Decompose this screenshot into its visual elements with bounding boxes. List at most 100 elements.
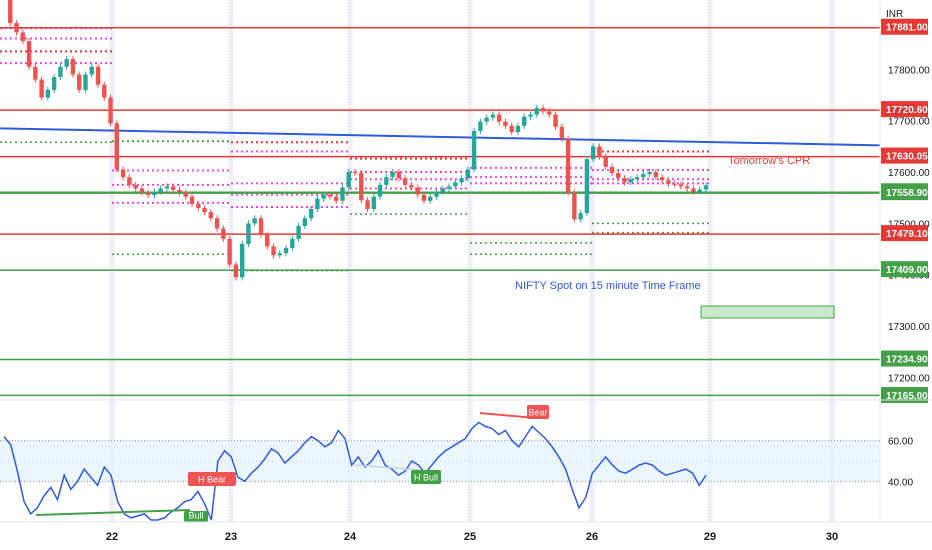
candle-body <box>672 183 677 185</box>
candle-body <box>127 177 132 185</box>
bull-divergence-line <box>35 509 191 516</box>
candle-body <box>239 243 245 278</box>
candle-body <box>540 107 546 112</box>
divergence-tag-label: H Bull <box>414 473 438 483</box>
level-price-tag <box>881 147 928 164</box>
time-tick-label: 24 <box>344 531 357 543</box>
candle-body <box>597 146 602 157</box>
divergence-tag-label: H Bear <box>198 475 226 485</box>
candle-body <box>647 172 652 175</box>
candle-body <box>459 178 464 183</box>
candle-body <box>308 209 314 219</box>
candle-body <box>603 156 608 167</box>
level-price-label: 17630.05 <box>886 152 928 163</box>
candle-body <box>691 188 696 192</box>
candle-body <box>33 66 38 80</box>
candle-body <box>565 138 571 193</box>
candle-body <box>559 126 565 139</box>
candle-body <box>659 177 665 181</box>
candle-body <box>102 84 107 98</box>
candle-body <box>628 179 633 183</box>
candle-body <box>265 234 270 247</box>
candle-body <box>64 59 69 67</box>
candle-body <box>227 238 232 265</box>
candle-body <box>703 185 709 190</box>
divergence-tag <box>527 405 549 419</box>
level-price-label: 17720.60 <box>886 105 928 116</box>
candle-body <box>108 97 113 124</box>
candle-body <box>428 196 433 201</box>
candle-body <box>14 23 19 33</box>
candle-body <box>346 172 351 188</box>
candle-body <box>189 196 195 204</box>
candle-body <box>409 184 414 188</box>
level-price-tag <box>881 225 928 242</box>
candle-body <box>578 213 583 220</box>
candle-body <box>145 192 151 196</box>
candle-body <box>634 177 640 180</box>
candle-body <box>133 184 138 189</box>
candle-body <box>666 180 671 184</box>
level-price-label: 17165.00 <box>886 391 928 402</box>
cpr-label: Tomorrow's CPR <box>728 155 810 167</box>
candle-body <box>246 223 251 244</box>
candle-body <box>365 200 370 210</box>
candle-body <box>515 125 521 132</box>
time-tick-label: 22 <box>106 531 118 543</box>
candle-body <box>465 169 471 179</box>
candle-body <box>534 107 539 115</box>
candle-body <box>302 218 308 226</box>
trendline <box>0 127 881 147</box>
candle-body <box>77 74 82 90</box>
level-price-tag <box>881 261 928 278</box>
candle-body <box>590 146 596 160</box>
candle-body <box>252 218 257 224</box>
candle-body <box>622 178 627 183</box>
rsi-line <box>3 421 707 521</box>
level-price-tag <box>881 350 928 367</box>
divergence-tag <box>188 472 236 486</box>
currency-label: INR <box>886 9 903 20</box>
candle-body <box>208 212 214 219</box>
candle-body <box>177 190 182 193</box>
candle-body <box>496 114 502 122</box>
candle-body <box>271 246 276 256</box>
candle-body <box>616 173 621 179</box>
candle-body <box>214 218 220 229</box>
level-price-label: 17479.10 <box>886 229 928 240</box>
candle-body <box>359 173 364 201</box>
divergence-line <box>354 464 421 471</box>
level-price-label: 17409.00 <box>886 265 928 276</box>
candle-body <box>421 194 427 201</box>
candle-body <box>528 114 533 117</box>
level-price-label: 17881.00 <box>886 23 928 34</box>
candle-body <box>333 196 339 201</box>
price-tick-label: 17300.00 <box>888 322 930 333</box>
candle-body <box>396 172 402 179</box>
candle-body <box>89 66 94 75</box>
divergence-tag <box>184 511 208 522</box>
price-tick-label: 17600.00 <box>888 168 930 179</box>
candle-body <box>678 184 684 187</box>
candle-body <box>158 188 163 192</box>
candle-body <box>296 225 301 239</box>
rsi-tick-label: 60.00 <box>888 437 913 448</box>
candle-body <box>290 238 295 249</box>
candle-body <box>283 248 289 254</box>
candle-body <box>522 116 527 126</box>
level-price-tag <box>881 387 928 403</box>
level-price-label: 17234.90 <box>886 355 928 366</box>
candle-body <box>440 188 445 192</box>
candle-body <box>384 177 389 185</box>
level-price-tag <box>881 101 928 118</box>
candle-body <box>402 178 408 185</box>
candle-body <box>20 32 26 42</box>
candle-body <box>258 218 264 235</box>
price-tick-label: 17200.00 <box>888 373 930 384</box>
candle-body <box>572 192 577 220</box>
candle-body <box>509 125 514 132</box>
candle-body <box>26 41 32 67</box>
candle-body <box>653 172 659 178</box>
candle-body <box>171 186 176 191</box>
